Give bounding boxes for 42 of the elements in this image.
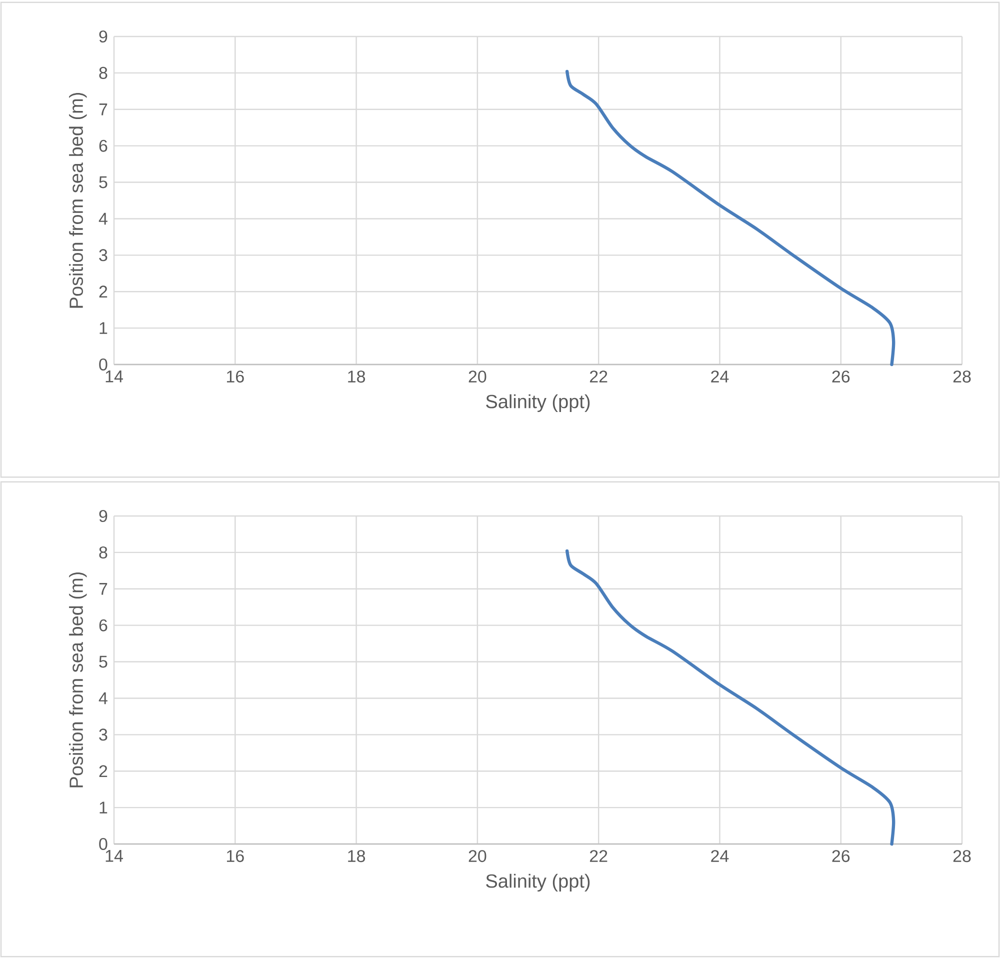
x-tick-label: 28: [953, 850, 971, 862]
x-tick-label: 14: [106, 850, 123, 862]
y-tick-label: 7: [99, 104, 108, 116]
y-tick-label: 1: [100, 322, 108, 334]
y-tick-label: 1: [100, 802, 108, 814]
x-tick-label: 20: [468, 370, 486, 383]
x-axis-title: Salinity (ppt): [486, 874, 590, 892]
x-tick-label: 16: [226, 370, 244, 383]
x-tick-label: 18: [348, 850, 366, 862]
y-tick-label: 2: [99, 286, 108, 298]
y-tick-label: 4: [98, 692, 108, 704]
y-tick-label: 2: [99, 765, 108, 778]
line-series: [565, 549, 896, 846]
y-tick-label: 3: [99, 249, 108, 262]
y-tick-label: 0: [99, 838, 108, 850]
x-tick-label: 24: [711, 370, 729, 382]
y-tick-label: 9: [99, 30, 108, 43]
line-series: [565, 70, 896, 366]
y-tick-label: 4: [98, 212, 108, 225]
y-tick-label: 6: [99, 619, 108, 632]
x-tick-label: 16: [226, 850, 244, 862]
x-tick-label: 24: [711, 850, 729, 862]
x-tick-label: 26: [832, 370, 850, 383]
x-axis-title: Salinity (ppt): [486, 394, 590, 412]
x-tick-label: 20: [468, 850, 486, 862]
y-tick-label: 0: [99, 358, 108, 371]
y-tick-label: 8: [99, 546, 108, 558]
x-tick-label: 26: [832, 850, 850, 862]
x-tick-label: 18: [348, 370, 366, 383]
x-tick-label: 14: [106, 370, 123, 382]
y-axis-title: Position from sea bed (m): [69, 572, 87, 788]
x-tick-label: 22: [590, 850, 608, 862]
y-tick-label: 5: [99, 176, 108, 188]
y-tick-label: 6: [99, 140, 108, 152]
y-tick-label: 3: [99, 728, 108, 741]
y-tick-label: 7: [99, 583, 108, 595]
y-axis-title: Position from sea bed (m): [69, 92, 87, 308]
x-tick-label: 28: [953, 370, 971, 383]
y-tick-label: 8: [99, 66, 108, 79]
x-tick-label: 22: [590, 370, 608, 382]
y-tick-label: 5: [99, 656, 108, 668]
y-tick-label: 9: [99, 510, 108, 522]
